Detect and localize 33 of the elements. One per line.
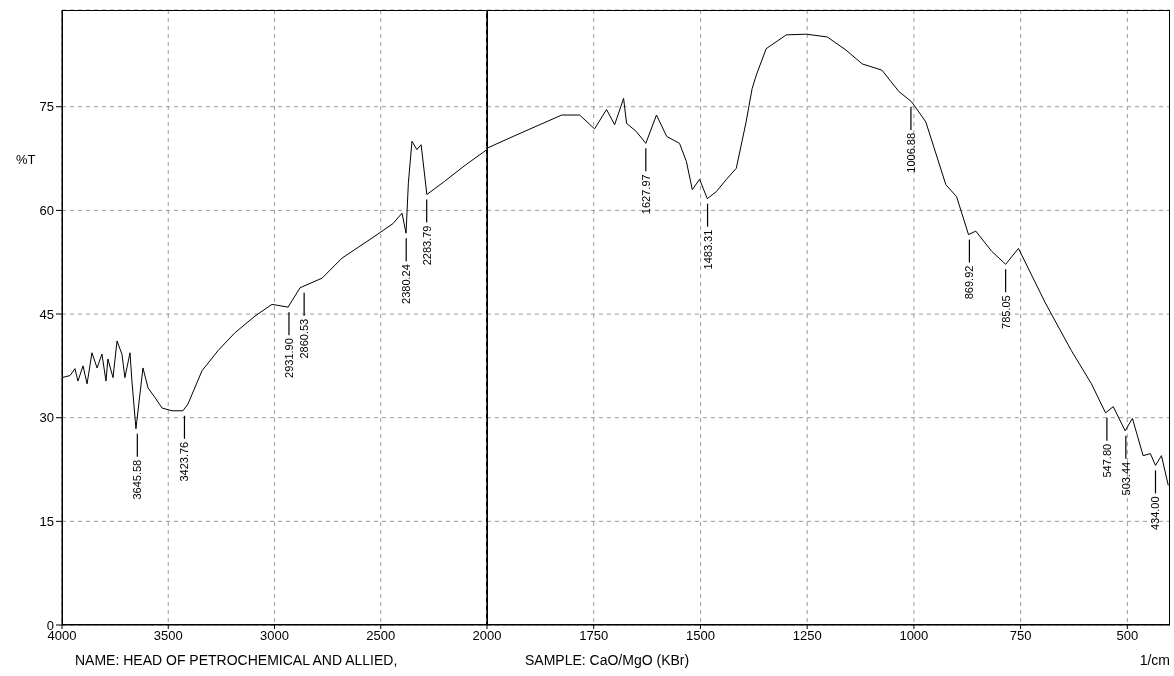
annotation: 2931.90 <box>282 338 295 378</box>
annotation: 2860.53 <box>298 318 311 359</box>
x-tick-label: 1250 <box>792 628 822 644</box>
annotation: 1006.88 <box>904 132 917 173</box>
y-tick-label: 45 <box>39 306 54 322</box>
x-tick-label: 750 <box>1009 628 1032 644</box>
annotation: 434.00 <box>1149 496 1162 531</box>
x-tick-label: 1500 <box>685 628 715 644</box>
annotation: 785.05 <box>999 295 1012 329</box>
x-tick-label: 500 <box>1116 628 1139 644</box>
y-axis-title: %T <box>16 152 36 167</box>
annotation: 869.92 <box>963 265 976 300</box>
text: SAMPLE: CaO/MgO (KBr) <box>525 652 690 668</box>
y-tick-label: 60 <box>39 203 54 219</box>
annotation: 1627.97 <box>639 174 652 215</box>
x-tick-label: 2000 <box>472 628 502 644</box>
text: NAME: HEAD OF PETROCHEMICAL AND ALLIED, <box>75 652 398 668</box>
x-tick-label: 2500 <box>366 628 396 644</box>
annotation: 3645.58 <box>131 459 144 500</box>
x-tick-label: 3000 <box>260 628 289 644</box>
x-tick-label: 3500 <box>153 628 183 644</box>
annotation: 503.44 <box>1119 461 1132 496</box>
x-axis-title: 1/cm <box>1139 652 1170 668</box>
y-tick-label: 30 <box>39 410 54 426</box>
annotation: 1483.31 <box>701 229 714 270</box>
y-tick-label: 75 <box>39 99 54 115</box>
annotation: 2283.79 <box>420 225 433 266</box>
annotation: 3423.76 <box>178 441 191 482</box>
annotation: 2380.24 <box>400 264 413 304</box>
x-tick-label: 1000 <box>899 628 929 644</box>
x-tick-label: 1750 <box>579 628 609 644</box>
y-tick-label: 15 <box>39 513 54 529</box>
annotation: 547.80 <box>1100 443 1113 478</box>
